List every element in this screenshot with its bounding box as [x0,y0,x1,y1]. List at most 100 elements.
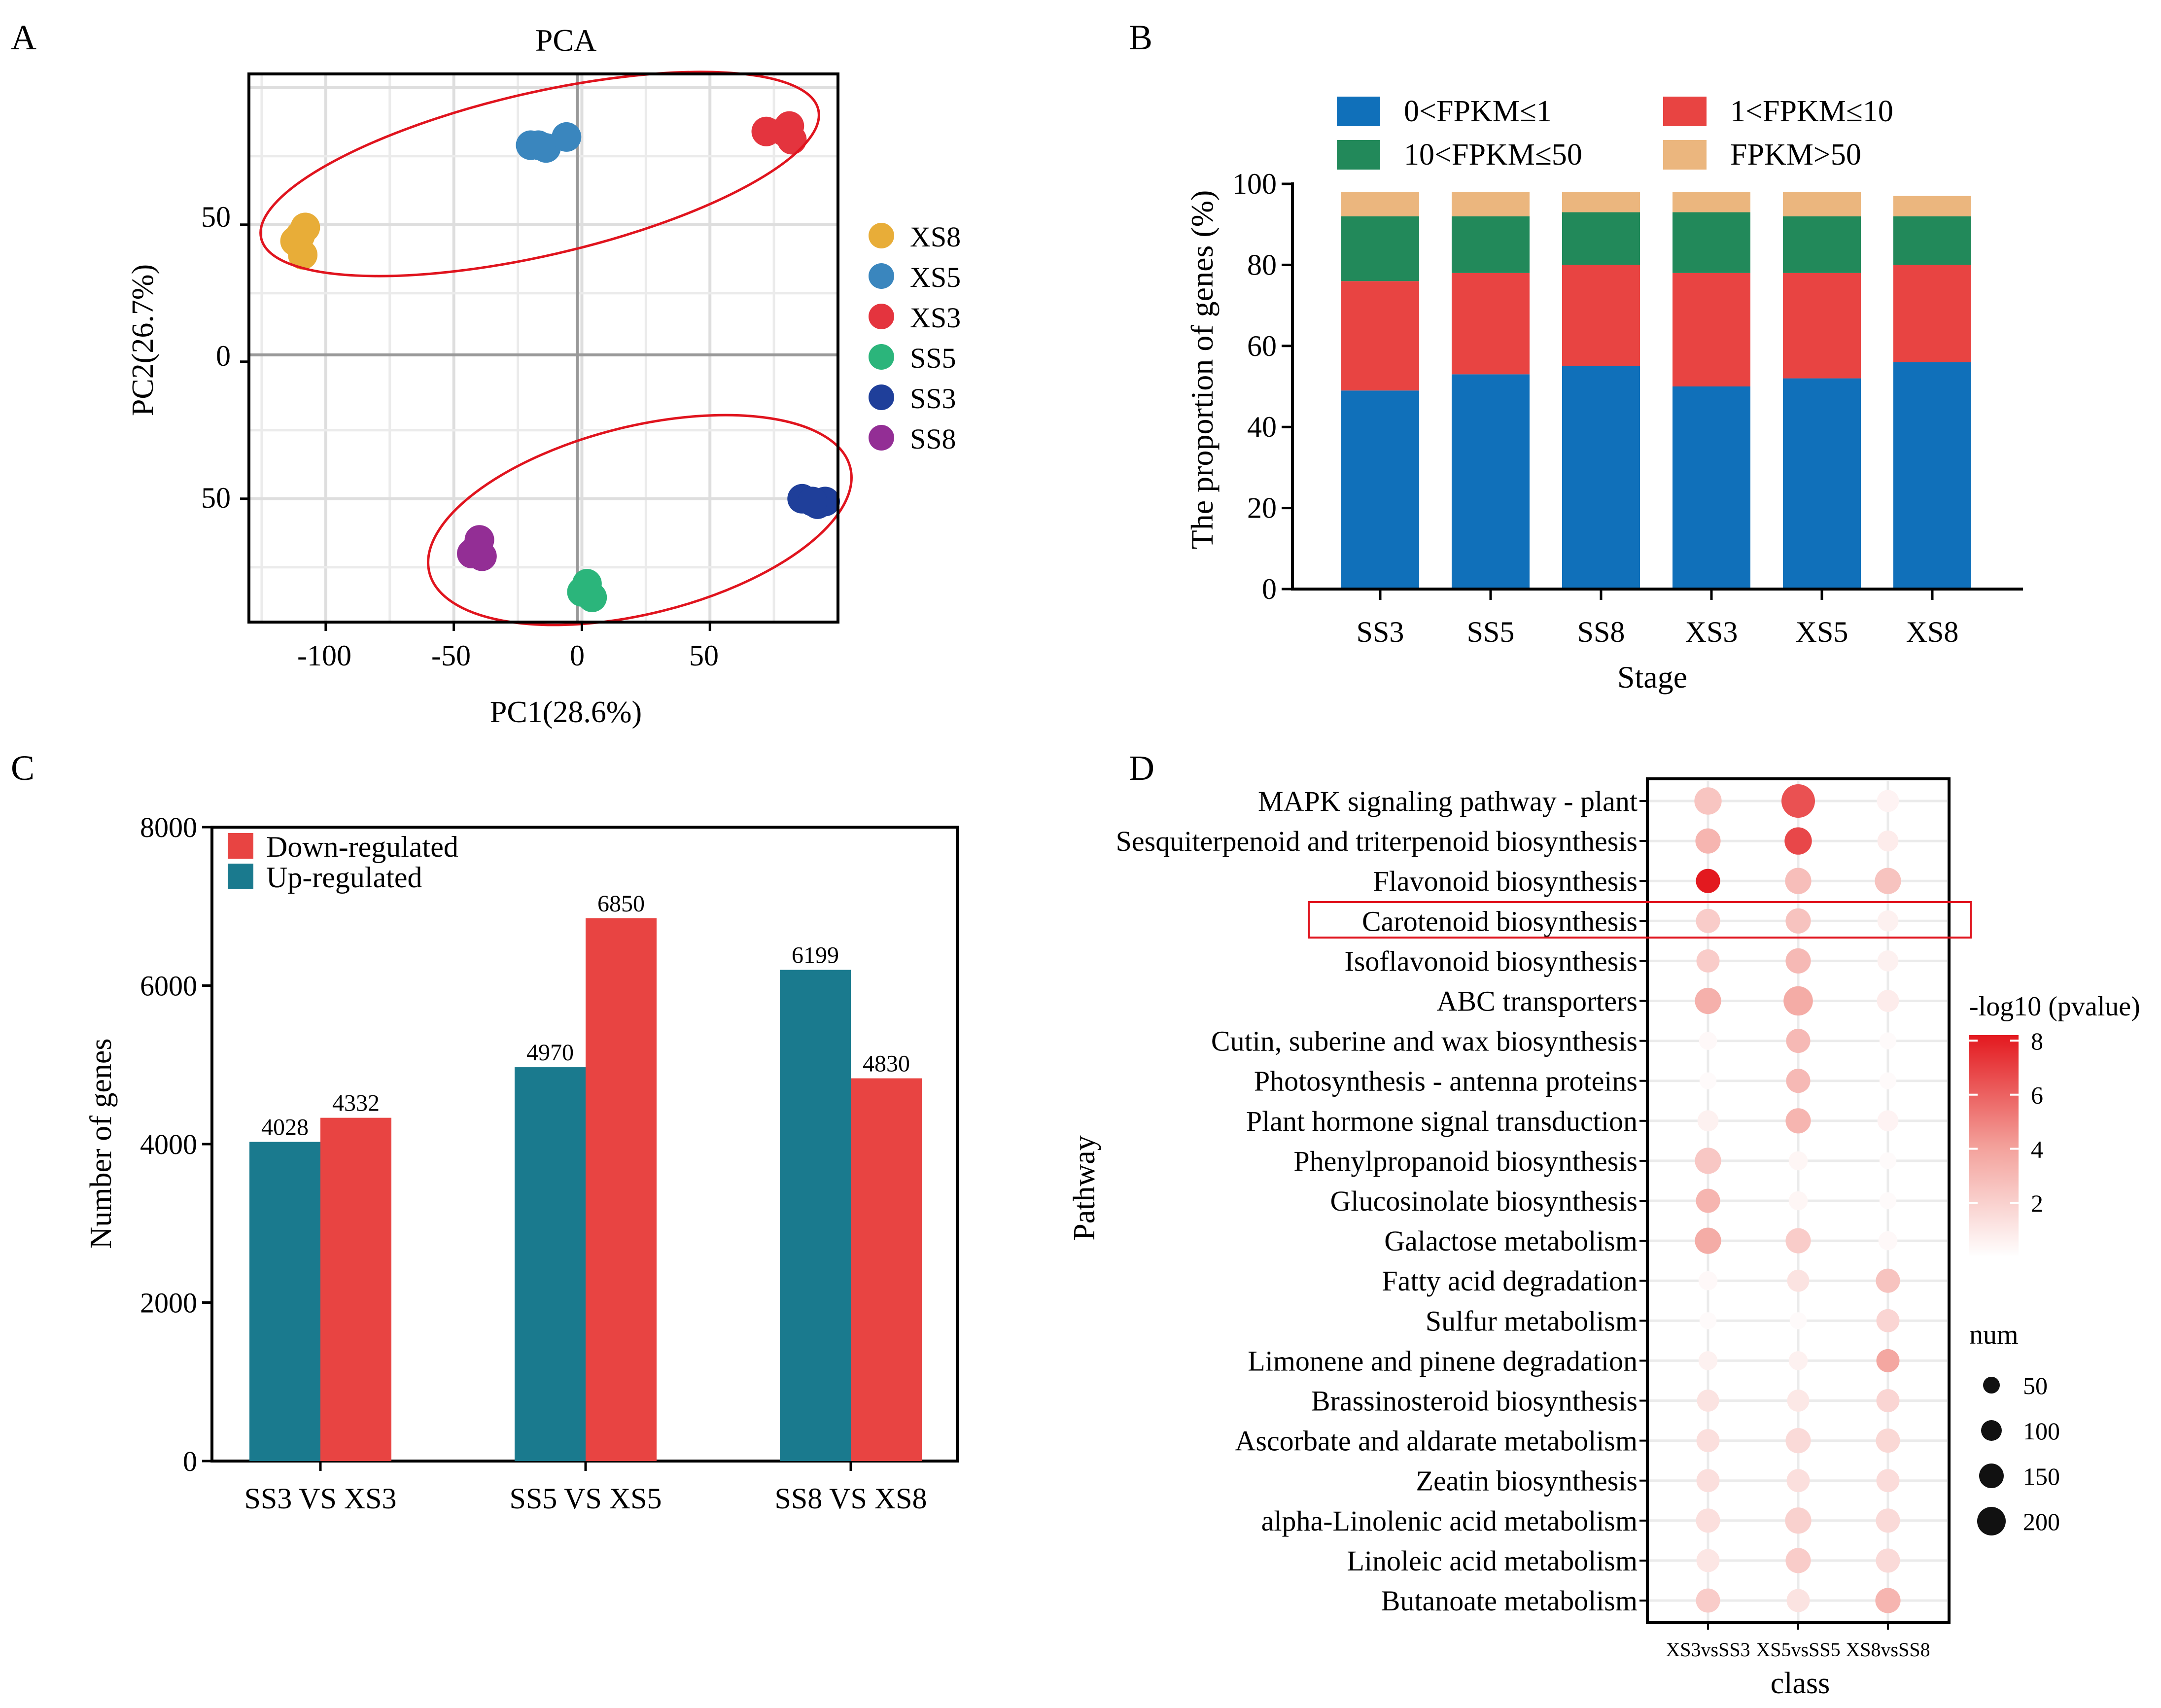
pathway-label: Sulfur metabolism [1426,1305,1638,1337]
kegg-bubble [1876,1268,1900,1293]
kegg-bubble [1877,790,1899,812]
legend-label-fpkm-10-50: 10<FPKM≤50 [1404,138,1582,172]
fpkm-ytick-label: 100 [1232,168,1277,200]
fpkm-xtick-label: XS8 [1906,616,1959,648]
pca-points [280,111,840,612]
legend-swatch-fpkm-50 [1663,140,1707,170]
kegg-bubble [1697,1390,1719,1412]
pathway-label: alpha-Linolenic acid metabolism [1261,1505,1638,1537]
bar-segment-fpkm-50 [1893,196,1971,216]
deg-legend: Down-regulated Up-regulated [228,831,458,894]
pca-axes: 50 0 50 -100 -50 0 50 PC1(28.6%) PC2(26.… [126,201,719,729]
kegg-bubble [1699,1072,1717,1089]
bar-segment-fpkm-50 [1783,192,1861,216]
kegg-y-axis-title: Pathway [1068,1135,1101,1241]
bar-segment-fpkm-50 [1452,192,1530,216]
kegg-bubble [1876,1469,1900,1493]
legend-marker-ss8 [869,425,894,451]
pathway-label: Photosynthesis - antenna proteins [1254,1065,1638,1097]
legend-marker-ss5 [869,344,894,370]
legend-swatch-up [228,864,253,889]
legend-label-xs5: XS5 [910,261,961,293]
kegg-bubble [1877,990,1899,1012]
size-legend-title: num [1969,1320,2019,1350]
kegg-bubble [1696,1429,1720,1453]
panel-label-b: B [1129,18,1152,57]
pca-legend: XS8 XS5 XS3 SS5 SS3 SS8 [869,221,961,455]
kegg-bubble [1788,1351,1808,1370]
legend-label-ss3: SS3 [910,383,956,415]
panel-label-d: D [1129,748,1154,788]
pca-ytick-label: 0 [216,340,231,372]
pathway-label: Ascorbate and aldarate metabolism [1235,1425,1638,1457]
class-label: XS5vsSS5 [1756,1638,1840,1661]
panel-d-kegg: D MAPK signaling pathway - plant Sesquite… [1068,748,2140,1700]
bar-segment-fpkm-0-1 [1562,366,1640,589]
pathway-label: Brassinosteroid biosynthesis [1311,1385,1638,1417]
bar-down-regulated [586,918,657,1461]
kegg-bubble [1696,869,1720,893]
bar-value-label-up: 4028 [261,1114,309,1140]
legend-label-up: Up-regulated [266,861,422,894]
class-label: XS8vsSS8 [1846,1638,1930,1661]
kegg-bubble [1785,1548,1811,1573]
bar-segment-fpkm-10-50 [1562,212,1640,265]
fpkm-ytick-label: 20 [1247,492,1277,524]
kegg-bubble [1876,1429,1900,1453]
kegg-bubble [1877,910,1899,932]
pca-x-axis-title: PC1(28.6%) [490,696,642,729]
pathway-label: Plant hormone signal transduction [1246,1105,1638,1137]
pca-ytick-label: 50 [201,482,231,514]
bar-value-label-down: 4332 [332,1090,380,1116]
kegg-bubble [1787,1269,1810,1292]
size-legend-label: 50 [2023,1372,2048,1399]
legend-marker-ss3 [869,384,894,410]
fpkm-ytick-label: 40 [1247,411,1277,443]
fpkm-xtick-label: SS8 [1577,616,1625,648]
fpkm-stacked-bars [1341,192,1971,589]
legend-label-fpkm-1-10: 1<FPKM≤10 [1730,95,1893,128]
kegg-bubble [1876,1548,1900,1573]
kegg-bubble [1879,1152,1897,1170]
pathway-label: Isoflavonoid biosynthesis [1345,945,1638,977]
pca-point-xs8 [285,221,315,251]
deg-ytick-label: 0 [183,1445,197,1477]
size-legend-dot [1983,1377,2000,1394]
kegg-bubble [1879,1032,1897,1049]
pca-point-xs3 [769,116,799,146]
pca-xtick-label: -100 [297,639,351,672]
panel-label-a: A [11,18,36,57]
bar-segment-fpkm-10-50 [1893,216,1971,265]
bar-value-label-down: 4830 [863,1051,910,1077]
kegg-bubble [1788,1151,1808,1171]
deg-xtick-label: SS3 VS XS3 [244,1482,396,1515]
deg-ytick-label: 2000 [140,1287,197,1319]
bar-segment-fpkm-10-50 [1783,216,1861,273]
legend-swatch-fpkm-1-10 [1663,97,1707,126]
kegg-bubble [1698,1271,1718,1290]
kegg-bubble [1875,1588,1901,1613]
carotenoid-highlight-box [1308,901,1972,939]
kegg-bubble [1695,1148,1721,1174]
kegg-bubble [1788,1191,1808,1211]
kegg-bubble [1876,1309,1900,1332]
pathway-label: Fatty acid degradation [1382,1265,1638,1297]
kegg-bubble [1879,1072,1897,1089]
pathway-label: Flavonoid biosynthesis [1373,865,1638,897]
legend-label-xs8: XS8 [910,221,961,253]
fpkm-ytick-label: 60 [1247,330,1277,362]
kegg-bubble [1696,1188,1720,1213]
kegg-bubble [1696,908,1720,933]
size-legend-label: 150 [2023,1463,2060,1490]
pca-point-ss3 [798,487,828,517]
kegg-bubble [1699,1032,1717,1050]
bar-segment-fpkm-50 [1562,192,1640,212]
kegg-bubble [1695,987,1721,1014]
class-label: XS3vsSS3 [1666,1638,1750,1661]
legend-label-ss8: SS8 [910,423,956,455]
deg-ytick-label: 6000 [140,970,197,1002]
bar-segment-fpkm-0-1 [1673,386,1750,589]
kegg-bubble [1877,1110,1899,1132]
bar-value-label-down: 6850 [597,891,645,917]
